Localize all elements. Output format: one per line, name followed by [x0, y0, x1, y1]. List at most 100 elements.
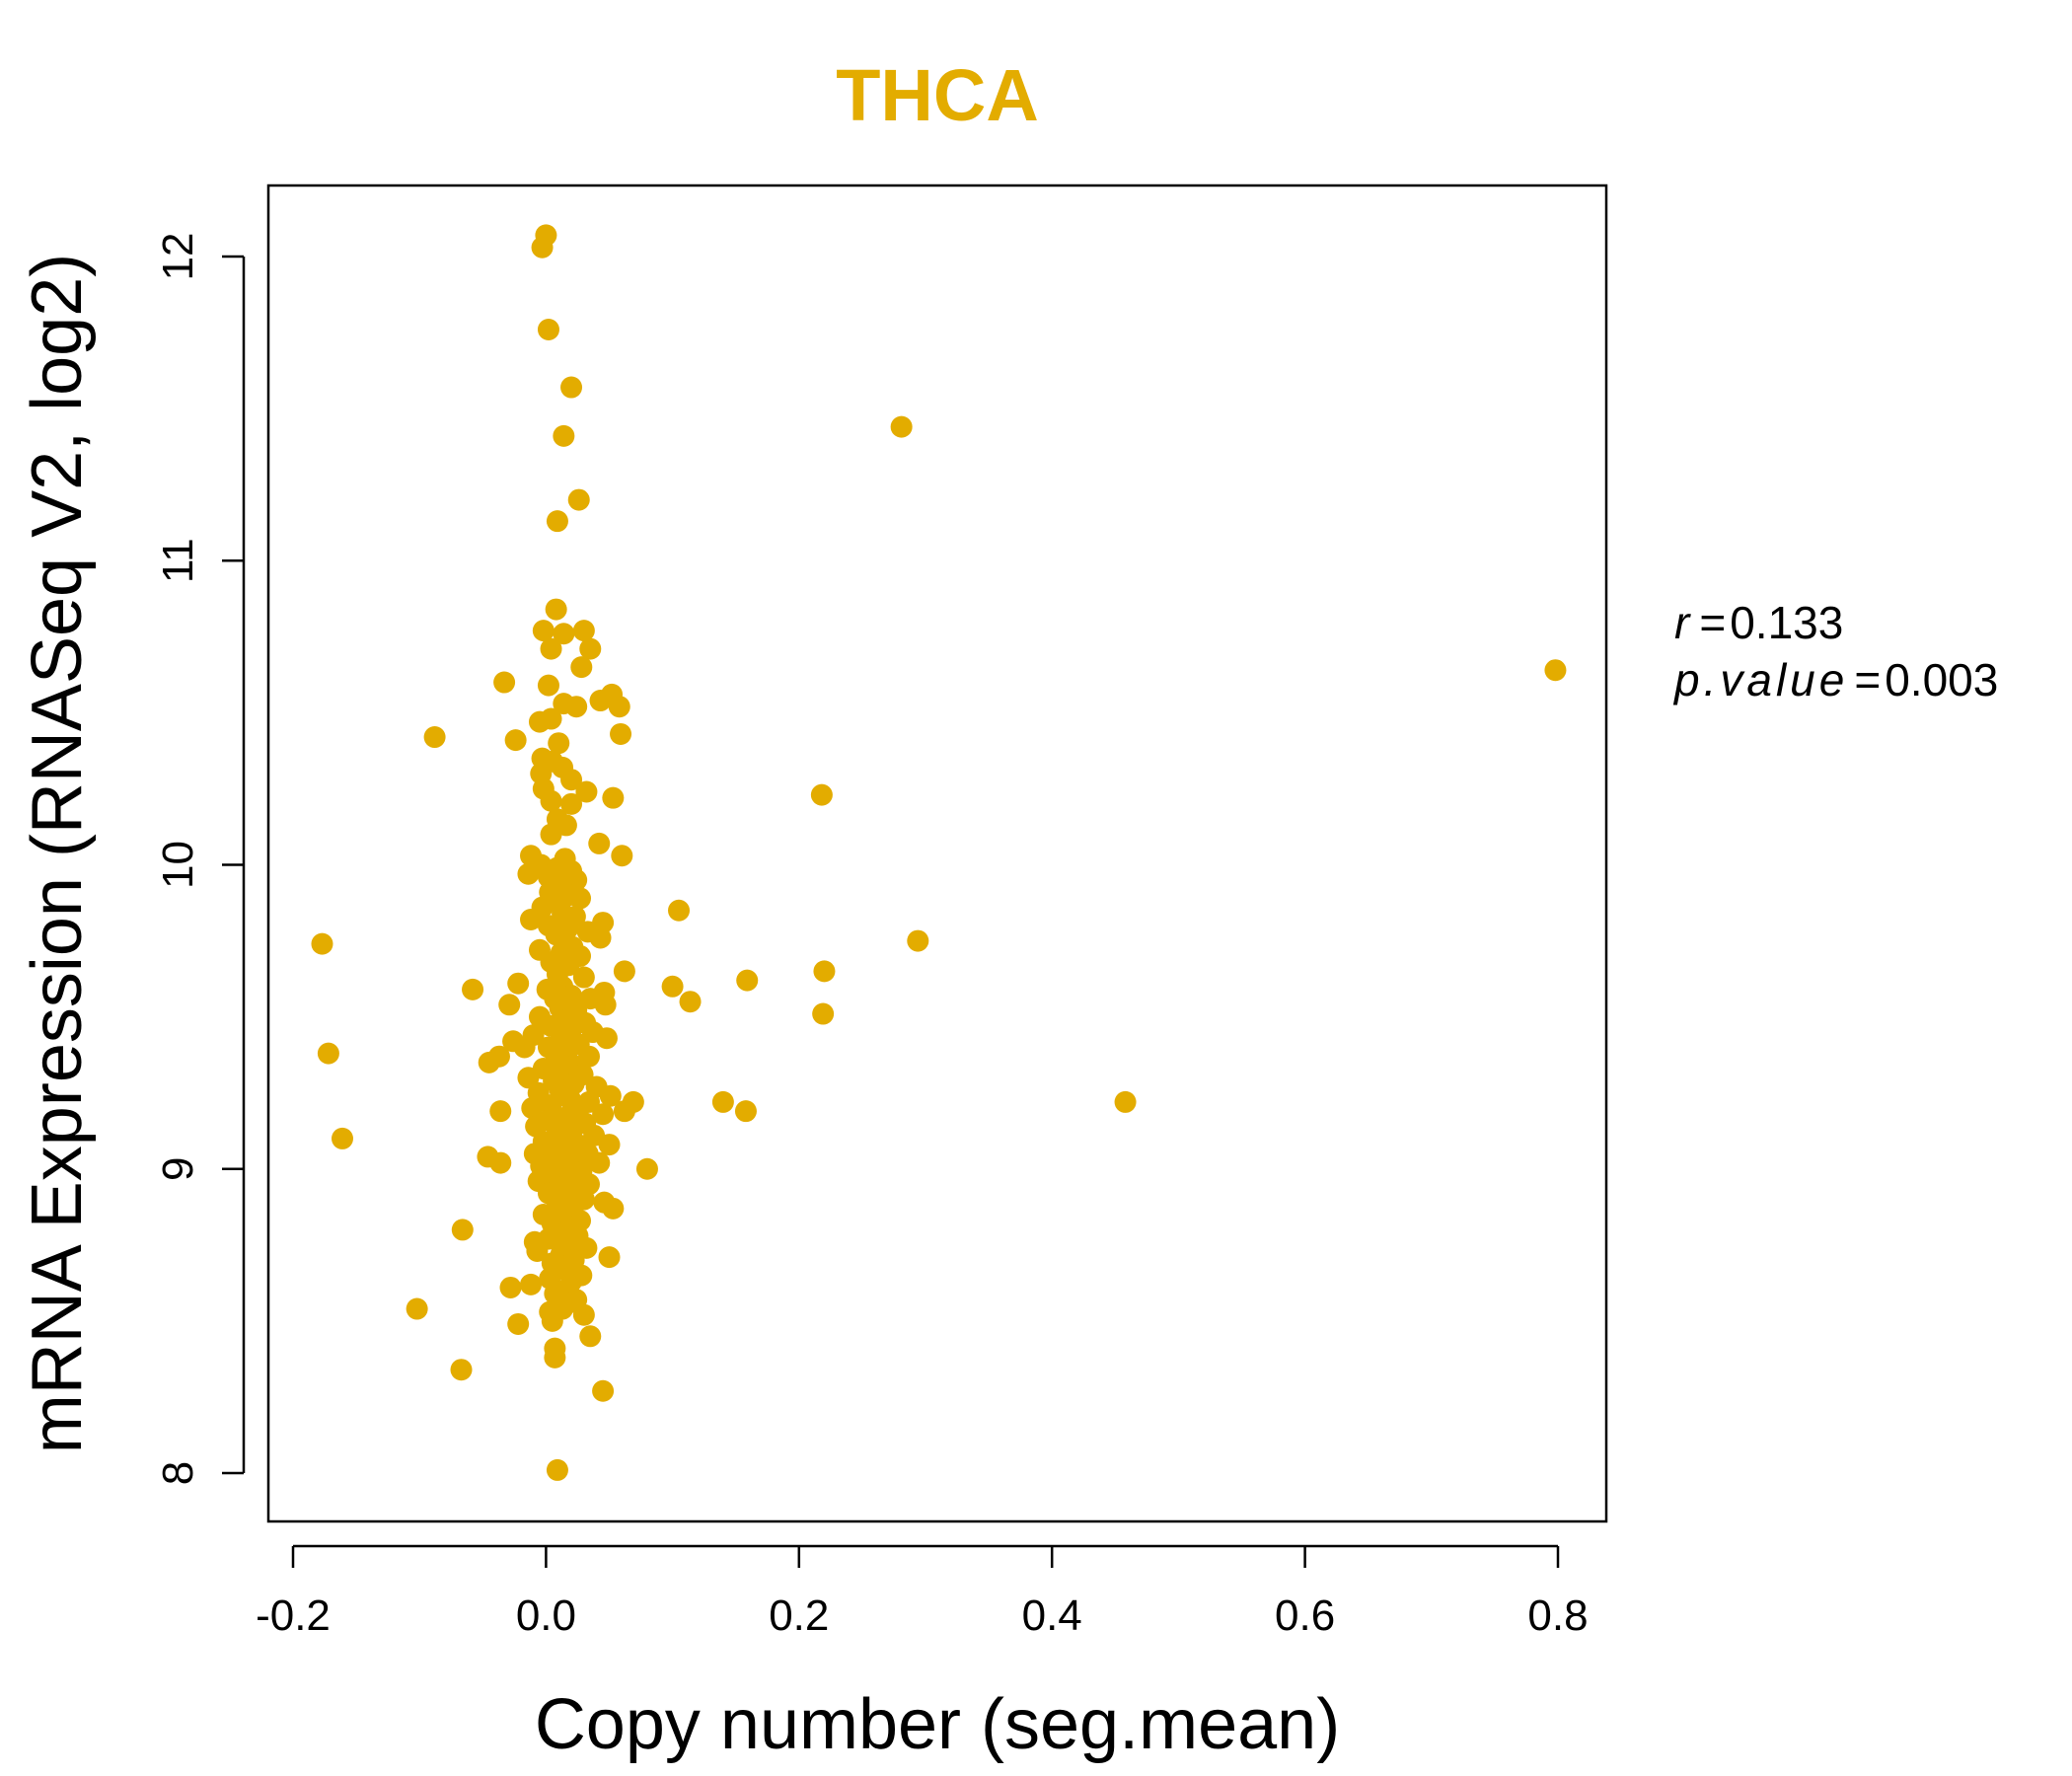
data-point [572, 620, 595, 642]
data-point [423, 726, 446, 749]
data-point [592, 1103, 615, 1126]
y-tick-label: 12 [154, 233, 202, 281]
x-tick-label: 0.4 [1022, 1591, 1082, 1640]
data-point [679, 991, 702, 1013]
data-point [668, 899, 691, 922]
data-point [531, 236, 554, 259]
data-point [526, 1239, 549, 1262]
data-point [635, 1157, 658, 1180]
data-point [317, 1042, 339, 1065]
data-point [540, 637, 562, 660]
x-axis: -0.2 0.0 0.2 0.4 0.6 0.8 [256, 1544, 1589, 1640]
data-point [546, 1458, 568, 1481]
data-point [521, 1097, 544, 1120]
data-point [541, 1309, 563, 1332]
data-point [507, 972, 530, 995]
data-point [812, 1002, 835, 1025]
data-point [570, 656, 593, 679]
x-tick-label: 0.2 [769, 1591, 829, 1640]
data-point [736, 969, 759, 992]
data-point [1544, 659, 1567, 682]
data-point [478, 1051, 500, 1073]
data-point [594, 994, 617, 1016]
y-axis-title: mRNA Expression (RNASeq V2, log2) [18, 254, 97, 1453]
data-point [579, 637, 602, 660]
data-point [548, 732, 570, 755]
data-point [734, 1100, 757, 1123]
data-point [711, 1090, 734, 1113]
data-point [540, 707, 562, 730]
data-point [602, 786, 625, 809]
data-point [572, 1303, 595, 1326]
y-tick-label: 11 [154, 538, 202, 583]
data-point [546, 510, 568, 533]
data-point [311, 932, 333, 955]
p-value: 0.003 [1885, 654, 1998, 705]
data-point [560, 792, 583, 815]
data-point [569, 887, 592, 910]
data-point [890, 415, 913, 438]
data-point [520, 908, 543, 930]
data-point [517, 862, 540, 885]
data-point [406, 1297, 428, 1320]
data-point [565, 696, 588, 718]
data-point [611, 845, 633, 867]
data-point [588, 832, 611, 854]
data-point [613, 960, 635, 983]
data-point [507, 1312, 530, 1335]
p-statistic: p.value =0.003 [1672, 654, 1998, 705]
data-point [544, 1346, 566, 1369]
data-point [450, 1359, 473, 1381]
data-point [499, 1276, 522, 1298]
stats-annotation: r =0.133 p.value =0.003 [1672, 597, 1998, 705]
data-point [598, 1134, 621, 1156]
data-point [579, 1325, 602, 1348]
data-point [560, 769, 583, 791]
data-point [504, 729, 527, 752]
data-point [540, 823, 562, 846]
data-point [1114, 1090, 1137, 1113]
plot-frame [266, 184, 1608, 1523]
x-tick-label: 0.8 [1527, 1591, 1588, 1640]
x-tick-label: -0.2 [256, 1591, 331, 1640]
x-axis-title: Copy number (seg.mean) [535, 1685, 1340, 1764]
y-tick-label: 10 [154, 841, 202, 889]
data-point [513, 1036, 536, 1059]
data-point [537, 318, 559, 340]
data-point [595, 1027, 618, 1050]
data-point [553, 623, 575, 645]
data-point [489, 1151, 512, 1174]
data-point [493, 671, 516, 694]
chart-title: THCA [836, 54, 1039, 136]
data-point [331, 1127, 353, 1149]
data-point [540, 789, 562, 812]
data-point [598, 1246, 621, 1269]
data-point [589, 926, 612, 949]
data-point [567, 488, 590, 511]
data-point [553, 424, 575, 447]
data-point [545, 598, 567, 621]
data-point [613, 1100, 635, 1123]
data-point [532, 620, 555, 642]
r-statistic: r =0.133 [1674, 597, 1843, 648]
data-point [451, 1219, 474, 1241]
data-point [575, 780, 598, 803]
r-value: 0.133 [1730, 597, 1843, 648]
r-label: r [1674, 597, 1693, 648]
data-points [311, 224, 1567, 1481]
data-point [489, 1100, 512, 1123]
data-point [498, 994, 521, 1016]
p-label: p.value [1672, 654, 1848, 705]
data-point [560, 376, 583, 399]
data-point [588, 1151, 611, 1174]
data-point [599, 1084, 622, 1107]
y-axis: 8 9 10 11 12 [154, 233, 246, 1485]
x-tick-label: 0.0 [516, 1591, 576, 1640]
x-tick-label: 0.6 [1275, 1591, 1335, 1640]
data-point [592, 1379, 615, 1402]
data-point [610, 722, 632, 745]
y-tick-label: 9 [154, 1157, 202, 1181]
data-point [810, 783, 833, 806]
data-point [907, 929, 929, 952]
